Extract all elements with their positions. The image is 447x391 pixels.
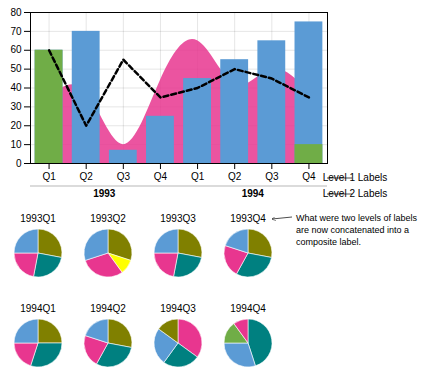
svg-text:70: 70 [10,26,22,37]
svg-text:Q4: Q4 [154,171,168,182]
svg-text:30: 30 [10,101,22,112]
svg-text:1993Q3: 1993Q3 [160,213,196,224]
svg-text:Q4: Q4 [302,171,316,182]
svg-text:10: 10 [10,139,22,150]
svg-text:1993Q1: 1993Q1 [20,213,56,224]
svg-text:80: 80 [10,7,22,18]
svg-text:Q3: Q3 [117,171,131,182]
svg-text:Q3: Q3 [265,171,279,182]
svg-text:Q1: Q1 [191,171,205,182]
svg-text:Q1: Q1 [42,171,56,182]
svg-text:1993Q2: 1993Q2 [90,213,126,224]
svg-text:1994Q3: 1994Q3 [160,303,196,314]
svg-text:1994: 1994 [242,188,265,199]
svg-text:1994Q1: 1994Q1 [20,303,56,314]
svg-text:20: 20 [10,120,22,131]
svg-text:Level 1 Labels: Level 1 Labels [323,172,388,183]
svg-text:50: 50 [10,63,22,74]
svg-text:Level 2 Labels: Level 2 Labels [323,188,388,199]
svg-text:1993Q4: 1993Q4 [230,213,266,224]
svg-text:Q2: Q2 [80,171,94,182]
svg-text:0: 0 [16,158,22,169]
svg-text:1994Q2: 1994Q2 [90,303,126,314]
svg-text:What were two levels of labels: What were two levels of labelsare now co… [296,213,418,247]
svg-text:Q2: Q2 [228,171,242,182]
svg-text:40: 40 [10,82,22,93]
svg-text:1993: 1993 [93,188,116,199]
svg-text:60: 60 [10,44,22,55]
svg-text:1994Q4: 1994Q4 [230,303,266,314]
